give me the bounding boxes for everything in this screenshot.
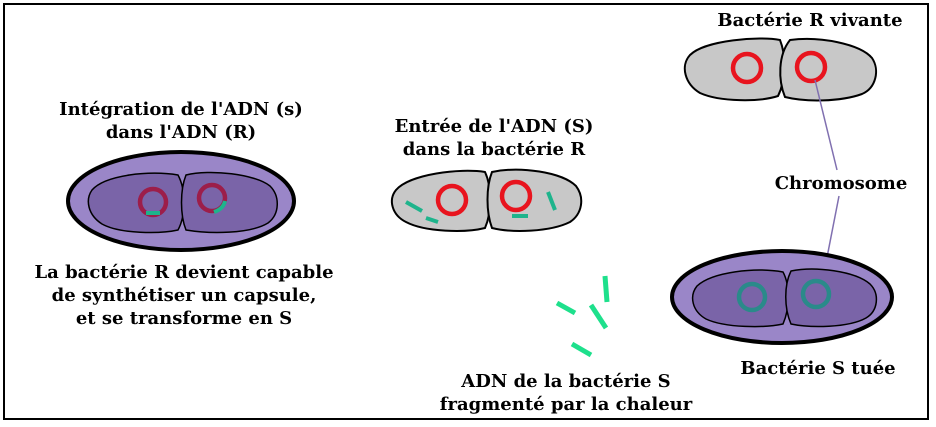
bacteria-s-killed (670, 249, 894, 345)
integrated-chromosome-right (196, 182, 228, 214)
label-line: dans l'ADN (R) (105, 122, 257, 143)
diagram-frame (3, 3, 929, 420)
bacteria-entry (390, 168, 583, 232)
label-line: La bactérie R devient capable (34, 262, 334, 283)
integrated-fragment-right (213, 200, 227, 214)
r-chromosome-right (794, 50, 828, 84)
dna-fragment (588, 303, 609, 330)
label-bacteria-r-alive: Bactérie R vivante (694, 9, 926, 32)
integration-cell-left (87, 172, 185, 234)
label-line: fragmenté par la chaleur (439, 394, 693, 415)
label-line: et se transforme en S (75, 308, 293, 329)
label-bacteria-s-killed: Bactérie S tuée (706, 357, 930, 380)
label-line: de synthétiser un capsule, (51, 285, 317, 306)
bacteria-r-alive (683, 37, 878, 102)
label-dna-fragmented: ADN de la bactérie S fragmenté par la ch… (400, 370, 732, 416)
label-transformation: La bactérie R devient capable de synthét… (2, 261, 366, 330)
entry-dna-fragment (405, 200, 423, 213)
dna-fragment (555, 300, 577, 316)
bacteria-integration (66, 150, 296, 252)
free-dna-fragments (555, 275, 610, 358)
label-line: Entrée de l'ADN (S) (394, 116, 594, 137)
s-chromosome-left (736, 281, 768, 313)
label-line: Bactérie R vivante (717, 10, 903, 31)
label-entry: Entrée de l'ADN (S) dans la bactérie R (353, 115, 635, 161)
dna-fragment (602, 275, 610, 303)
label-integration: Intégration de l'ADN (s) dans l'ADN (R) (14, 98, 348, 144)
r-cell-right (779, 37, 878, 102)
label-line: Chromosome (774, 173, 908, 194)
chromosome-pointer-top (814, 79, 838, 171)
label-line: Bactérie S tuée (740, 358, 896, 379)
entry-dna-fragment (546, 191, 557, 211)
entry-chromosome-right (499, 179, 533, 213)
label-line: dans la bactérie R (402, 139, 586, 160)
s-chromosome-right (800, 278, 832, 310)
label-line: ADN de la bactérie S (461, 371, 671, 392)
entry-chromosome-left (435, 183, 469, 217)
integration-cell-right (180, 171, 278, 234)
dna-fragment (570, 341, 593, 358)
label-chromosome: Chromosome (752, 172, 930, 195)
r-chromosome-left (730, 51, 764, 85)
entry-dna-fragment (425, 216, 439, 224)
label-line: Intégration de l'ADN (s) (59, 99, 303, 120)
